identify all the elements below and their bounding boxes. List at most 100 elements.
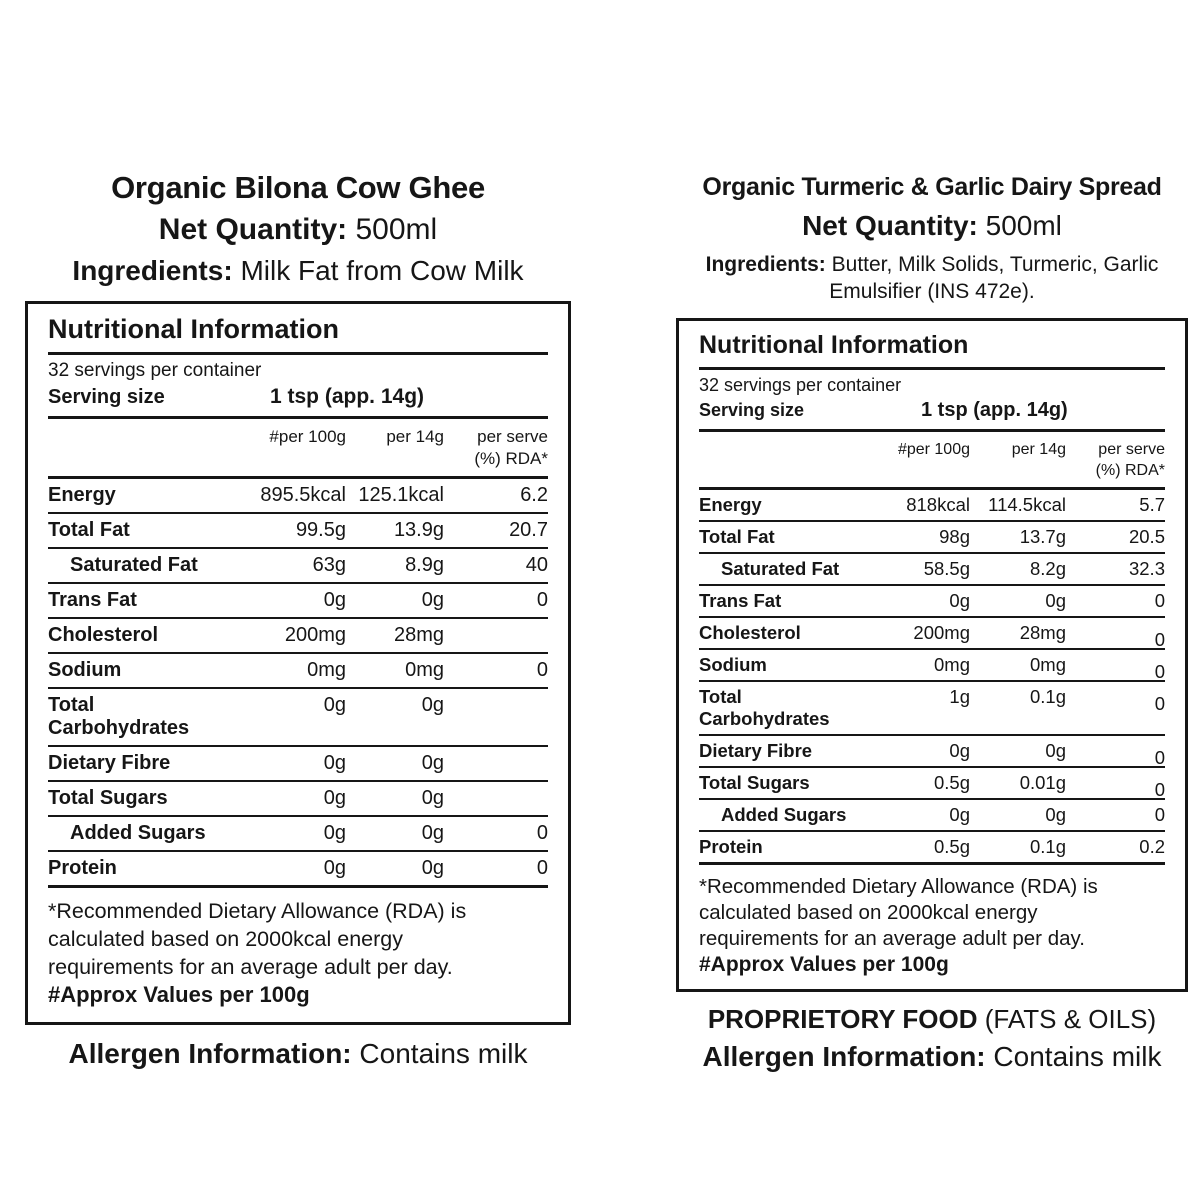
value-per-14g: 0g [421, 857, 444, 879]
nutrient-name: Protein [48, 857, 117, 879]
nutrient-rows: Energy 895.5kcal 125.1kcal 6.2 Total Fat… [48, 479, 548, 888]
value-per-100g: 0g [323, 589, 346, 611]
value-per-14g: 0mg [1030, 654, 1066, 675]
value-per-serve: 20.5 [1128, 526, 1165, 547]
value-per-serve: 0 [536, 589, 548, 611]
value-per-100g: 0g [323, 787, 346, 809]
ingredients-value-line1: Butter, Milk Solids, Turmeric, Garlic [831, 253, 1159, 276]
nutrition-panel: Nutritional Information 32 servings per … [25, 301, 571, 1025]
nutrient-name: Protein [699, 836, 763, 857]
rda-footnote: *Recommended Dietary Allowance (RDA) is c… [699, 875, 1098, 950]
col-per-serve: per serve (%) RDA* [1095, 441, 1165, 479]
value-per-100g: 0g [949, 740, 970, 761]
nutrient-name: Saturated Fat [70, 554, 198, 576]
value-per-14g: 125.1kcal [358, 484, 444, 506]
value-per-serve: 0 [1154, 629, 1165, 650]
value-per-14g: 0.01g [1019, 772, 1066, 793]
value-per-100g: 0g [949, 590, 970, 611]
serving-size-value: 1 tsp (app. 14g) [921, 399, 1068, 421]
value-per-14g: 0g [1045, 804, 1066, 825]
nutrient-name: Total Sugars [699, 772, 810, 793]
nutrient-name: Dietary Fibre [48, 752, 171, 774]
value-per-serve: 0 [1154, 661, 1165, 682]
value-per-100g: 0.5g [933, 772, 970, 793]
nutrient-row: Trans Fat 0g 0g 0 [48, 584, 548, 619]
nutrient-name: Total Carbohydrates [48, 694, 190, 739]
serving-size-row: Serving size 1 tsp (app. 14g) [48, 382, 548, 419]
nutrient-rows: Energy 818kcal 114.5kcal 5.7 Total Fat 9… [699, 490, 1165, 865]
value-per-14g: 28mg [1019, 622, 1066, 643]
nutrient-row: Sodium 0mg 0mg 0 [699, 650, 1165, 682]
panel-title: Nutritional Information [699, 331, 1165, 370]
col-per-100g: #per 100g [897, 441, 970, 458]
proprietory-food-category: (FATS & OILS) [984, 1004, 1157, 1034]
allergen-label: Allergen Information: [68, 1038, 352, 1069]
nutrient-name: Total Carbohydrates [699, 686, 830, 729]
value-per-100g: 58.5g [923, 558, 970, 579]
serving-size-label: Serving size [48, 386, 165, 408]
proprietory-food-label: PROPRIETORY FOOD [707, 1004, 978, 1034]
nutrient-name: Energy [699, 494, 762, 515]
net-quantity: Net Quantity: 500ml [25, 213, 571, 247]
nutrient-name: Added Sugars [721, 804, 847, 825]
ingredients-value-line2: Emulsifier (INS 472e). [829, 280, 1035, 303]
serving-size-row: Serving size 1 tsp (app. 14g) [699, 396, 1165, 432]
net-quantity-value: 500ml [355, 213, 438, 246]
value-per-14g: 8.9g [405, 554, 444, 576]
value-per-100g: 99.5g [295, 519, 346, 541]
approx-values-note: #Approx Values per 100g [48, 982, 310, 1007]
proprietory-food-line: PROPRIETORY FOOD (FATS & OILS) [676, 1004, 1188, 1035]
value-per-100g: 895.5kcal [260, 484, 346, 506]
value-per-serve: 0 [1154, 590, 1165, 611]
value-per-14g: 8.2g [1029, 558, 1066, 579]
ingredients: Ingredients: Butter, Milk Solids, Turmer… [676, 251, 1188, 305]
allergen-label: Allergen Information: [702, 1041, 986, 1072]
value-per-14g: 0g [421, 752, 444, 774]
value-per-serve: 0 [1154, 747, 1165, 768]
nutrient-row: Saturated Fat 63g 8.9g 40 [48, 549, 548, 584]
servings-per-container: 32 servings per container [699, 375, 902, 395]
page-title: Organic Bilona Cow Ghee [111, 170, 485, 205]
value-per-serve: 0 [1154, 693, 1165, 714]
value-per-14g: 0.1g [1029, 686, 1066, 707]
nutrient-row: Sodium 0mg 0mg 0 [48, 654, 548, 689]
value-per-serve: 40 [525, 554, 548, 576]
nutrient-name: Total Fat [48, 519, 130, 541]
net-quantity-label: Net Quantity: [158, 213, 348, 246]
col-per-100g: #per 100g [269, 427, 346, 446]
nutrient-row: Total Fat 98g 13.7g 20.5 [699, 522, 1165, 554]
value-per-14g: 13.9g [393, 519, 444, 541]
value-per-14g: 0g [421, 822, 444, 844]
col-per-14g: per 14g [1011, 441, 1066, 458]
value-per-serve: 0 [536, 857, 548, 879]
value-per-14g: 0g [1045, 740, 1066, 761]
nutrient-name: Trans Fat [48, 589, 137, 611]
value-per-serve: 0 [536, 822, 548, 844]
value-per-100g: 1g [949, 686, 970, 707]
value-per-14g: 0g [1045, 590, 1066, 611]
value-per-100g: 0mg [307, 659, 346, 681]
value-per-14g: 0g [421, 694, 444, 716]
net-quantity: Net Quantity: 500ml [676, 210, 1188, 242]
nutrient-name: Energy [48, 484, 116, 506]
nutrient-row: Total Sugars 0.5g 0.01g 0 [699, 768, 1165, 800]
value-per-serve: 5.7 [1139, 494, 1165, 515]
panel-title: Nutritional Information [48, 314, 548, 355]
value-per-100g: 0g [949, 804, 970, 825]
value-per-100g: 63g [312, 554, 346, 576]
value-per-100g: 0g [323, 822, 346, 844]
nutrient-name: Dietary Fibre [699, 740, 813, 761]
value-per-14g: 28mg [393, 624, 444, 646]
ingredients-value: Milk Fat from Cow Milk [240, 255, 524, 286]
value-per-14g: 0g [421, 787, 444, 809]
value-per-100g: 818kcal [906, 494, 970, 515]
approx-values-note: #Approx Values per 100g [699, 953, 949, 976]
allergen-value: Contains milk [993, 1041, 1162, 1072]
nutrient-row: Total Sugars 0g 0g [48, 782, 548, 817]
rda-footnote: *Recommended Dietary Allowance (RDA) is c… [48, 899, 467, 979]
nutrient-row: Protein 0.5g 0.1g 0.2 [699, 832, 1165, 865]
allergen-info: Allergen Information: Contains milk [25, 1038, 571, 1070]
value-per-14g: 114.5kcal [988, 494, 1066, 515]
nutrient-row: Added Sugars 0g 0g 0 [699, 800, 1165, 832]
ingredients: Ingredients: Milk Fat from Cow Milk [25, 255, 571, 287]
